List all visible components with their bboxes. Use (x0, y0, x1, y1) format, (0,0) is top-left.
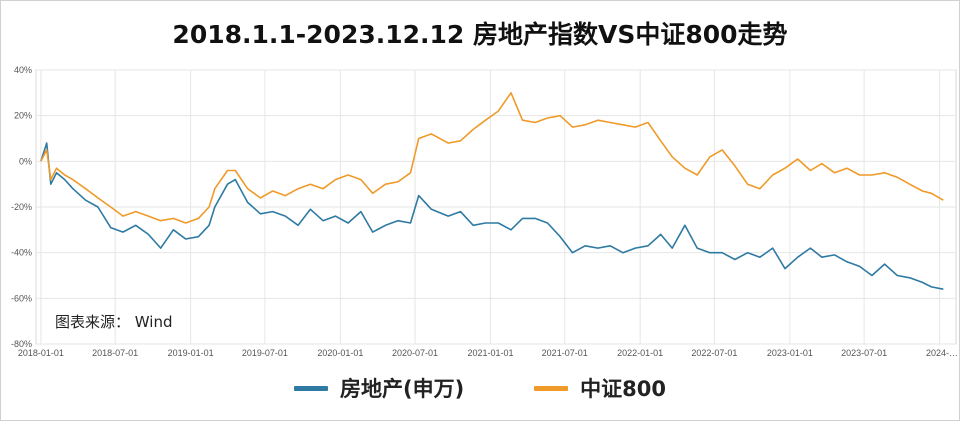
x-tick-label: 2020-07-01 (392, 348, 438, 358)
y-tick-label: 40% (14, 65, 32, 75)
legend: 房地产(申万) 中证800 (1, 373, 959, 403)
x-tick-label: 2023-01-01 (767, 348, 813, 358)
y-tick-label: -80% (11, 339, 32, 349)
legend-label-csi800: 中证800 (580, 377, 667, 401)
y-tick-label: 20% (14, 111, 32, 121)
legend-swatch-real-estate (293, 385, 328, 391)
y-axis: 40% 20% 0% -20% -40% -60% -80% (11, 65, 32, 349)
x-tick-label: 2022-07-01 (691, 348, 737, 358)
x-axis: 2018-01-01 2018-07-01 2019-01-01 2019-07-01… (18, 348, 958, 358)
legend-item-real-estate: 房地产(申万) (293, 373, 465, 403)
x-tick-label: 2019-07-01 (242, 348, 288, 358)
x-tick-label: 2024-… (926, 348, 958, 358)
series-lines (40, 92, 944, 290)
series-line-csi800 (40, 92, 944, 224)
x-tick-label: 2022-01-01 (617, 348, 663, 358)
y-tick-label: -60% (11, 293, 32, 303)
legend-label-real-estate: 房地产(申万) (339, 377, 465, 401)
y-tick-label: -40% (11, 248, 32, 258)
series-line-real-estate (40, 142, 944, 290)
x-tick-label: 2018-07-01 (92, 348, 138, 358)
chart-source: 图表来源： Wind (55, 313, 172, 331)
y-tick-label: -20% (11, 202, 32, 212)
x-tick-label: 2018-01-01 (18, 348, 64, 358)
chart-title: 2018.1.1-2023.12.12 房地产指数VS中证800走势 (172, 20, 788, 49)
legend-item-csi800: 中证800 (534, 373, 666, 403)
x-tick-label: 2021-01-01 (467, 348, 513, 358)
legend-swatch-csi800 (534, 385, 569, 391)
grid-lines (35, 69, 957, 345)
x-tick-label: 2020-01-01 (317, 348, 363, 358)
x-tick-label: 2019-01-01 (168, 348, 214, 358)
y-tick-label: 0% (19, 156, 32, 166)
x-tick-label: 2023-07-01 (841, 348, 887, 358)
x-tick-label: 2021-07-01 (542, 348, 588, 358)
